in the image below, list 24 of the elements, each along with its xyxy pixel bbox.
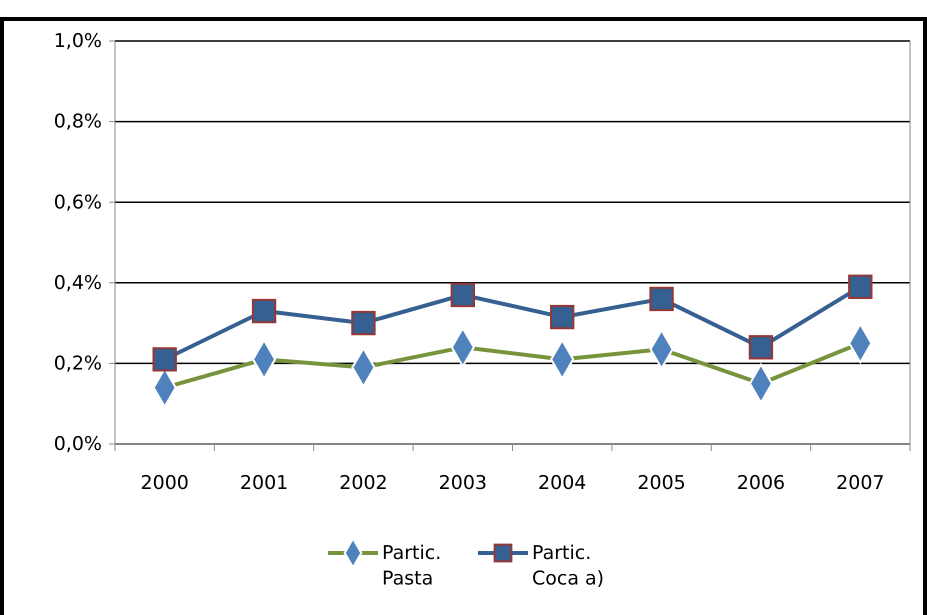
x-tick-label: 2003 (438, 472, 487, 494)
y-tick-label: 0,0% (54, 433, 102, 456)
x-tick-label: 2004 (538, 472, 586, 494)
point (252, 298, 276, 324)
y-tick-label: 0,6% (54, 191, 102, 214)
legend-label: Partic. Pasta (382, 542, 442, 590)
x-tick-label: 2002 (339, 472, 388, 494)
point (748, 335, 774, 360)
point (152, 347, 177, 372)
y-tick-label: 1,0% (54, 30, 102, 52)
legend-label: Partic. Coca a) (532, 542, 604, 590)
x-tick-label: 2001 (240, 472, 288, 494)
x-tick-label: 2007 (836, 472, 884, 494)
y-tick-label: 0,2% (54, 352, 102, 374)
point (450, 282, 475, 308)
y-tick-label: 0,8% (54, 110, 102, 133)
point (848, 274, 872, 300)
x-tick-label: 2005 (637, 472, 686, 494)
x-tick-label: 2000 (140, 472, 189, 494)
x-tick-label: 2006 (736, 472, 786, 494)
y-tick-label: 0,4% (54, 272, 102, 294)
point (550, 304, 574, 330)
point (649, 286, 674, 312)
point (351, 310, 376, 336)
